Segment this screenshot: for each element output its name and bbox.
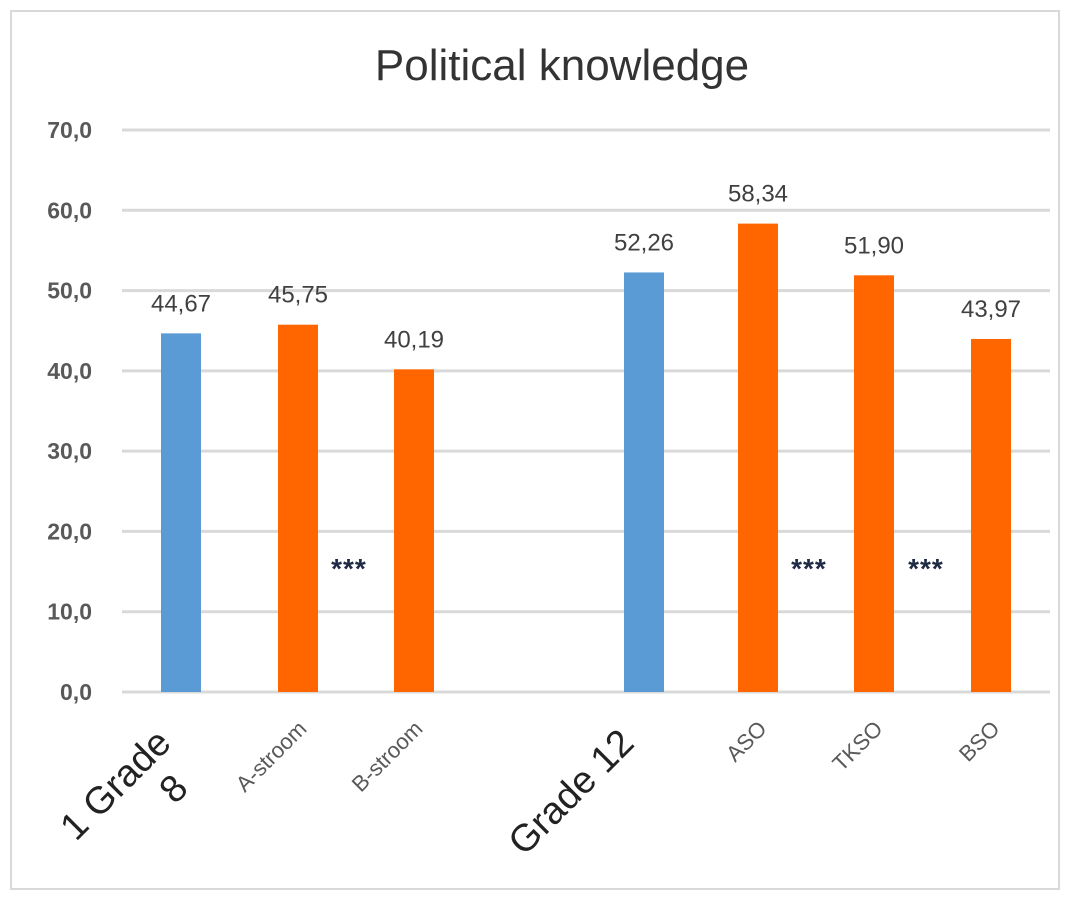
y-tick-label: 70,0: [47, 117, 92, 143]
x-tick-label: BSO: [954, 716, 1005, 767]
x-tick-label: TKSO: [827, 716, 887, 776]
bar: [971, 338, 1011, 692]
y-tick-label: 10,0: [47, 599, 92, 625]
y-tick-label: 20,0: [47, 518, 92, 544]
x-axis-labels: 1 Grade8 A-stroom B-stroom Grade 12 ASO TKSO B…: [53, 716, 1005, 880]
x-tick-label: 1 Grade8: [53, 722, 211, 880]
significance-marker: ***: [908, 553, 944, 584]
significance-markers: *** *** ***: [331, 553, 944, 584]
bar: [624, 272, 664, 692]
x-tick-label: ASO: [721, 716, 772, 767]
bar: [394, 369, 434, 692]
bar: [278, 324, 318, 692]
data-labels: 44,67 45,75 40,19 52,26 58,34 51,90 43,97: [151, 181, 1021, 354]
data-label: 40,19: [384, 326, 444, 353]
data-label: 58,34: [728, 181, 788, 208]
y-axis-ticks: 0,0 10,0 20,0 30,0 40,0 50,0 60,0 70,0: [47, 117, 92, 705]
y-tick-label: 50,0: [47, 278, 92, 304]
y-tick-label: 60,0: [47, 197, 92, 223]
data-label: 52,26: [614, 229, 674, 256]
x-tick-label: B-stroom: [347, 716, 428, 797]
data-label: 44,67: [151, 290, 211, 317]
y-tick-label: 40,0: [47, 358, 92, 384]
bar: [738, 223, 778, 692]
chart-title: Political knowledge: [375, 41, 749, 90]
x-tick-label: A-stroom: [231, 716, 312, 797]
bars: [161, 223, 1011, 692]
data-label: 43,97: [961, 296, 1021, 323]
significance-marker: ***: [331, 553, 367, 584]
gridlines: [122, 128, 1050, 694]
data-label: 51,90: [844, 232, 904, 259]
y-tick-label: 0,0: [60, 679, 92, 705]
bar: [854, 275, 894, 692]
x-tick-label: Grade 12: [501, 722, 643, 864]
data-label: 45,75: [268, 282, 328, 309]
significance-marker: ***: [791, 553, 827, 584]
bar: [161, 333, 201, 692]
y-tick-label: 30,0: [47, 438, 92, 464]
